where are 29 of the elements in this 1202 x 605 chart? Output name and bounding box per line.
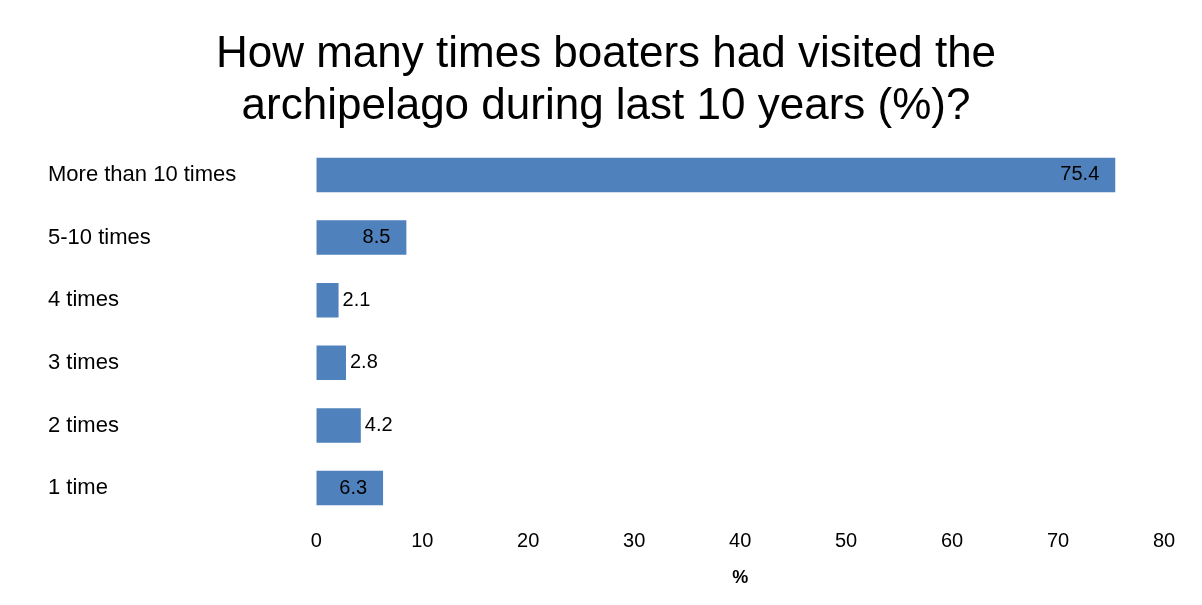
- x-tick-label: 10: [411, 528, 434, 551]
- data-label: 75.4: [1060, 162, 1100, 185]
- y-tick-label: 4 times: [48, 286, 119, 312]
- y-tick-label: More than 10 times: [48, 160, 237, 186]
- bar: [316, 220, 407, 255]
- x-tick-label: 70: [1046, 528, 1070, 551]
- y-tick-label: 2 times: [48, 411, 119, 437]
- x-tick-label: 40: [729, 528, 752, 551]
- x-tick-label: 30: [623, 528, 646, 551]
- data-label: 2.1: [342, 287, 371, 310]
- x-tick-label: 20: [517, 528, 540, 551]
- bar: [316, 157, 1116, 193]
- y-tick-label: 3 times: [48, 348, 119, 374]
- x-axis-title: %: [732, 567, 749, 588]
- data-label: 6.3: [339, 475, 368, 498]
- y-tick-label: 5-10 times: [48, 223, 151, 249]
- data-label: 4.2: [364, 412, 393, 435]
- y-tick-label: 1 time: [48, 474, 108, 500]
- bar: [316, 470, 384, 506]
- bar: [316, 282, 339, 318]
- bar: [316, 345, 346, 381]
- x-tick-label: 50: [834, 528, 858, 551]
- chart-title: How many times boaters had visited the archipelago during last 10 years (%)?: [215, 26, 997, 129]
- x-tick-label: 80: [1152, 528, 1176, 551]
- x-tick-label: 60: [940, 528, 964, 551]
- data-label: 8.5: [362, 225, 391, 248]
- bar: [316, 408, 361, 443]
- x-tick-label: 0: [310, 528, 322, 551]
- data-label: 2.8: [349, 350, 378, 373]
